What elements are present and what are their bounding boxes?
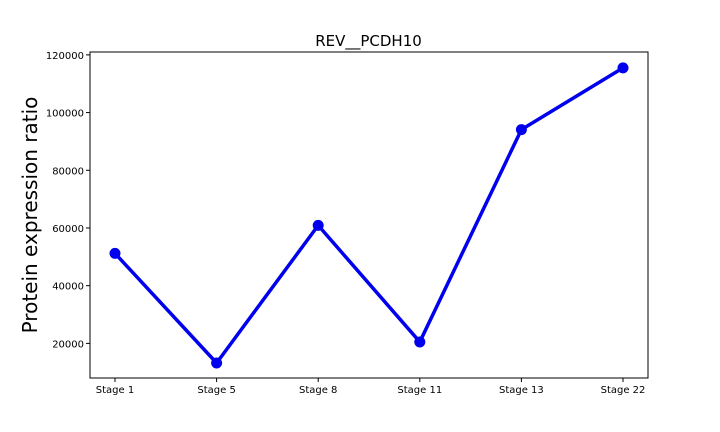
- y-tick-label: 60000: [52, 224, 84, 235]
- y-tick-label: 40000: [52, 282, 84, 293]
- x-tick-label: Stage 5: [197, 385, 235, 396]
- x-tick-label: Stage 22: [601, 385, 646, 396]
- data-point: [414, 336, 426, 348]
- x-tick-label: Stage 1: [96, 385, 134, 396]
- series-line: [113, 66, 625, 365]
- data-point: [617, 62, 629, 74]
- plot-content: [109, 62, 629, 369]
- data-point: [312, 219, 324, 231]
- y-tick-label: 100000: [46, 109, 84, 120]
- chart-title: REV__PCDH10: [315, 32, 422, 51]
- y-axis-ticks: 20000 40000 60000 80000 100000 120000: [46, 51, 90, 350]
- x-tick-label: Stage 11: [397, 385, 442, 396]
- x-tick-label: Stage 8: [299, 385, 337, 396]
- y-axis-label: Protein expression ratio: [18, 97, 42, 334]
- y-tick-label: 80000: [52, 166, 84, 177]
- plot-frame: [89, 51, 649, 379]
- data-point: [211, 357, 223, 369]
- x-axis-ticks: Stage 1 Stage 5 Stage 8 Stage 11 Stage 13 Sta…: [96, 378, 646, 396]
- y-tick-label: 20000: [52, 339, 84, 350]
- x-tick-label: Stage 13: [499, 385, 544, 396]
- data-point: [515, 124, 527, 136]
- y-tick-label: 120000: [46, 51, 84, 62]
- data-point: [109, 247, 121, 259]
